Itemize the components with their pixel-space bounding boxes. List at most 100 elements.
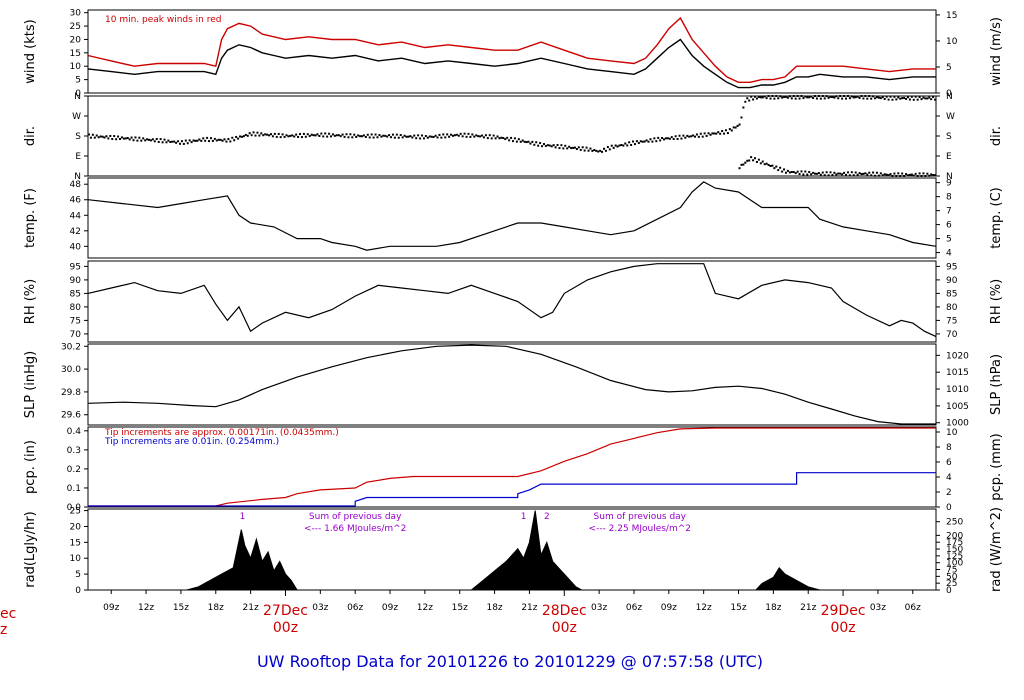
rad-day-marker: 1	[521, 512, 527, 522]
dir-dot	[664, 137, 667, 140]
rh-right-tick-label: 85	[946, 289, 957, 299]
dir-dot	[227, 138, 230, 141]
dir-dot	[101, 135, 104, 138]
dir-dot	[854, 96, 857, 99]
dir-dot	[246, 134, 249, 137]
temp-left-tick-label: 44	[70, 211, 82, 221]
wind-left-tick-label: 10	[70, 62, 82, 72]
dir-dot	[504, 138, 507, 141]
rad-left-tick-label: 5	[75, 570, 81, 580]
dir-dot	[744, 100, 747, 103]
dir-dot	[889, 95, 892, 98]
dir-dot	[510, 136, 513, 139]
dir-dot	[469, 135, 472, 138]
rad-right-tick-label: 75	[946, 566, 957, 576]
dir-dot	[391, 133, 394, 136]
wind-right-tick-label: 0	[946, 89, 952, 99]
dir-dot	[320, 132, 323, 135]
temp-right-tick-label: 7	[946, 207, 952, 217]
hour-tick-label: 09z	[661, 603, 677, 613]
dir-dot	[755, 160, 758, 163]
dir-dot	[277, 132, 280, 135]
dir-dot	[637, 142, 640, 145]
wind-left-tick-label: 25	[70, 22, 81, 32]
dir-dot	[419, 137, 422, 140]
dir-dot	[723, 132, 726, 135]
wind-right-axis-title: wind (m/s)	[989, 17, 1004, 86]
dir-dot	[194, 139, 197, 142]
dir-dot	[738, 123, 741, 126]
dir-dot	[771, 164, 774, 167]
dir-dot	[269, 133, 272, 136]
dir-dot	[874, 174, 877, 177]
dir-dot	[740, 163, 743, 166]
dir-dot	[275, 135, 278, 138]
dir-dot	[914, 95, 917, 98]
dir-dot	[302, 132, 305, 135]
dir-dot	[829, 171, 832, 174]
dir-dot	[202, 137, 205, 140]
dir-dot	[790, 97, 793, 100]
dir-dot	[883, 173, 886, 176]
dir-dot	[841, 173, 844, 176]
dir-dot	[676, 138, 679, 141]
rad-left-tick-label: 10	[70, 554, 82, 564]
dir-dot	[815, 172, 818, 175]
dir-dot	[796, 95, 799, 97]
dir-dot	[221, 139, 224, 142]
dir-dot	[885, 95, 888, 98]
panel-wind: wind (kts) wind (m/s) 0 5 10 15 20 25 30 0 5 10 15 10…	[23, 9, 1004, 99]
dir-dot	[930, 98, 933, 101]
dir-dot	[668, 137, 671, 140]
dir-dot	[899, 175, 902, 177]
dir-dot	[453, 134, 456, 137]
dir-dot	[118, 138, 121, 141]
dir-dot	[481, 134, 484, 137]
dir-dot	[910, 173, 913, 176]
dir-dot	[879, 97, 882, 100]
dir-dot	[335, 134, 338, 137]
pcp-left-tick-label: 0.4	[67, 427, 82, 437]
rad-right-tick-label: 150	[946, 545, 963, 555]
dir-dot	[726, 132, 729, 135]
dir-dot	[438, 133, 441, 136]
dir-dot	[473, 135, 476, 138]
dir-dot	[370, 133, 373, 136]
temp-left-tick-label: 42	[70, 227, 81, 237]
dir-dot	[345, 133, 348, 136]
dir-dot	[322, 135, 325, 138]
dir-dot	[570, 147, 573, 150]
dir-dot	[103, 136, 106, 139]
dir-dot	[312, 134, 315, 137]
dir-dot	[169, 141, 172, 144]
dir-dot	[632, 140, 635, 143]
dir-dot	[577, 146, 580, 149]
dir-dot	[554, 146, 557, 149]
dir-dot	[804, 95, 807, 98]
dir-dot	[777, 97, 780, 100]
panel-temp: temp. (F) temp. (C) 40 42 44 46 48 4 5 6 7 8 9	[23, 177, 1004, 259]
dir-dot	[841, 97, 844, 100]
dir-dot	[105, 135, 108, 138]
rh-right-tick-label: 95	[946, 262, 957, 272]
dir-dot	[752, 98, 755, 101]
dir-dot	[622, 144, 625, 147]
dir-dot	[748, 99, 751, 102]
rh-series-0	[87, 263, 937, 338]
dir-dot	[562, 147, 565, 150]
dir-dot	[614, 144, 617, 147]
rad-day-marker: 2	[544, 512, 550, 522]
dir-dot	[845, 173, 848, 176]
dir-dot	[250, 134, 253, 137]
dir-dot	[488, 134, 491, 137]
hour-tick-label: 15z	[730, 603, 746, 613]
pcp-right-tick-label: 0	[946, 503, 952, 513]
slp-left-tick-label: 29.8	[61, 388, 81, 398]
dir-dot	[535, 141, 538, 144]
dir-dot	[436, 136, 439, 139]
wind-left-tick-label: 20	[70, 35, 82, 45]
dir-dot	[870, 174, 873, 177]
dir-dot	[864, 172, 867, 175]
dir-dot	[746, 97, 749, 100]
